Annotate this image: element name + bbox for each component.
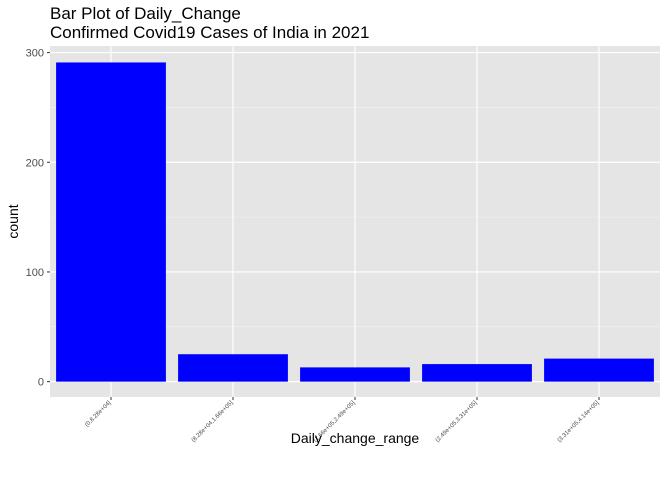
bar [544,358,654,382]
bar [56,62,166,382]
x-tick-label: (3.31e+05,4.14e+05] [557,400,601,444]
bar [300,367,410,382]
y-axis-title: count [5,204,21,238]
y-axis: 0 100 200 300 [26,48,50,389]
y-tick-label: 0 [38,377,44,389]
x-tick-label: (2.49e+05,3.31e+05] [435,400,479,444]
x-tick-label: (8.28e+04,1.66e+05] [191,400,235,444]
chart-subtitle: Confirmed Covid19 Cases of India in 2021 [50,23,370,42]
chart-title: Bar Plot of Daily_Change [50,4,241,23]
x-tick-label: (0,8.28e+04] [84,400,112,428]
bar [178,354,288,382]
bar [422,364,532,382]
bars [56,62,654,382]
y-tick-label: 300 [26,48,44,60]
y-tick-label: 200 [26,157,44,169]
x-axis-title: Daily_change_range [291,430,420,446]
y-tick-label: 100 [26,267,44,279]
